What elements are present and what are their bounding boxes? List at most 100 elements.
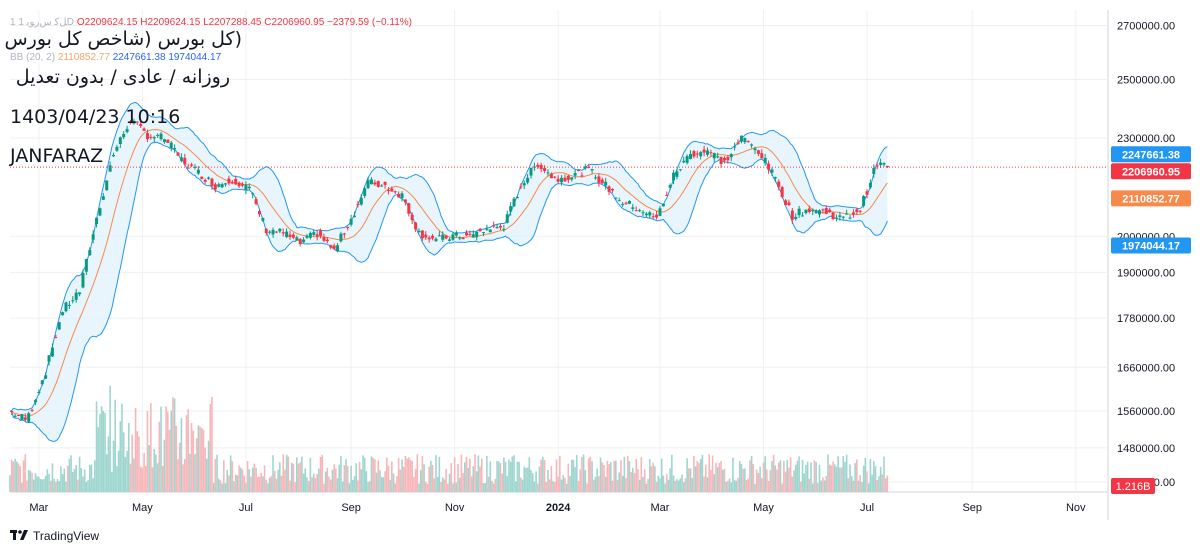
candle-body (458, 237, 462, 239)
volume-bar (808, 478, 811, 492)
volume-bar (365, 471, 368, 492)
volume-bar (681, 474, 683, 492)
volume-bar (813, 460, 816, 492)
volume-bar (866, 471, 868, 492)
volume-bar (538, 466, 541, 492)
volume-bar (382, 477, 385, 492)
volume-bar (185, 415, 188, 492)
volume-bar (251, 467, 254, 492)
candle-body (702, 149, 706, 153)
volume-bar (172, 397, 174, 492)
volume-bar (486, 455, 488, 492)
candle-body (678, 169, 682, 171)
tradingview-footer[interactable]: TradingView (10, 529, 99, 543)
volume-bar (144, 466, 147, 492)
volume-bar (482, 483, 485, 492)
change-value: −2379.59 (−0.11%) (327, 17, 412, 28)
volume-bar (423, 464, 425, 492)
volume-bar (844, 461, 846, 492)
candle-body (468, 233, 472, 235)
volume-bar (246, 460, 249, 492)
candle-body (403, 199, 407, 203)
volume-bar (548, 479, 551, 492)
candle-body (261, 218, 265, 221)
candle-body (240, 184, 244, 186)
volume-bar (350, 465, 352, 492)
candle-body (57, 322, 61, 330)
candle-body (465, 232, 469, 236)
volume-bar (15, 461, 18, 492)
volume-bar (263, 465, 266, 492)
volume-bar (621, 475, 624, 492)
candle-body (526, 177, 530, 183)
volume-bar (671, 454, 673, 492)
volume-bar (832, 461, 834, 492)
volume-bar (553, 482, 556, 492)
volume-bar (155, 454, 157, 492)
candle-body (142, 128, 146, 131)
volume-bar (431, 464, 434, 492)
volume-bar (58, 481, 61, 492)
volume-bar (384, 471, 386, 492)
volume-bar (19, 466, 21, 492)
volume-bar (506, 476, 509, 492)
volume-tag-label: 1.216B (1116, 481, 1151, 493)
volume-bar (881, 474, 884, 492)
candle-body (95, 217, 99, 225)
candle-body (631, 207, 635, 209)
candle-body (149, 136, 153, 138)
volume-bar (397, 458, 400, 492)
volume-bar (738, 460, 741, 492)
volume-bar (716, 467, 719, 492)
candle-body (227, 178, 231, 184)
x-tick-label: Nov (445, 502, 465, 514)
volume-bar (197, 425, 200, 492)
candle-body (376, 181, 380, 187)
volume-bar (121, 403, 123, 492)
volume-bar (243, 475, 245, 492)
bb-legend[interactable]: BB (20, 2) 2110852.77 2247661.38 1974044… (10, 52, 221, 63)
volume-bar (845, 454, 848, 492)
volume-bar (659, 478, 661, 492)
volume-bar (474, 454, 476, 492)
volume-bar (338, 464, 341, 492)
volume-bar (489, 461, 492, 492)
volume-bar (509, 461, 512, 492)
candle-body (342, 233, 346, 235)
volume-bar (794, 464, 797, 492)
candle-body (590, 169, 594, 171)
volume-bar (839, 467, 841, 492)
volume-bar (265, 479, 268, 492)
volume-bar (811, 483, 814, 492)
volume-bar (346, 465, 349, 492)
volume-bar (452, 483, 454, 492)
candle-body (108, 165, 112, 172)
volume-bar (414, 468, 417, 492)
candle-body (767, 163, 771, 170)
candle-body (665, 195, 669, 197)
volume-bar (801, 459, 804, 492)
volume-bar (114, 399, 117, 492)
candle-body (312, 232, 316, 235)
candle-body (437, 235, 441, 237)
candle-body (122, 133, 126, 138)
volume-bar (470, 476, 473, 492)
candle-body (885, 165, 889, 168)
volume-bar (224, 483, 227, 492)
candle-body (420, 230, 424, 239)
volume-bar (29, 470, 32, 492)
candle-body (672, 172, 676, 181)
volume-bar (260, 472, 262, 492)
candle-body (196, 169, 200, 174)
volume-bar (704, 464, 707, 492)
volume-bar (311, 477, 313, 492)
volume-bar (873, 460, 875, 492)
volume-bar (718, 463, 721, 492)
volume-bar (733, 480, 736, 492)
candle-body (492, 225, 496, 227)
volume-bar (165, 406, 167, 492)
volume-bar (336, 478, 339, 492)
volume-bar (584, 470, 587, 492)
volume-bar (326, 467, 329, 492)
